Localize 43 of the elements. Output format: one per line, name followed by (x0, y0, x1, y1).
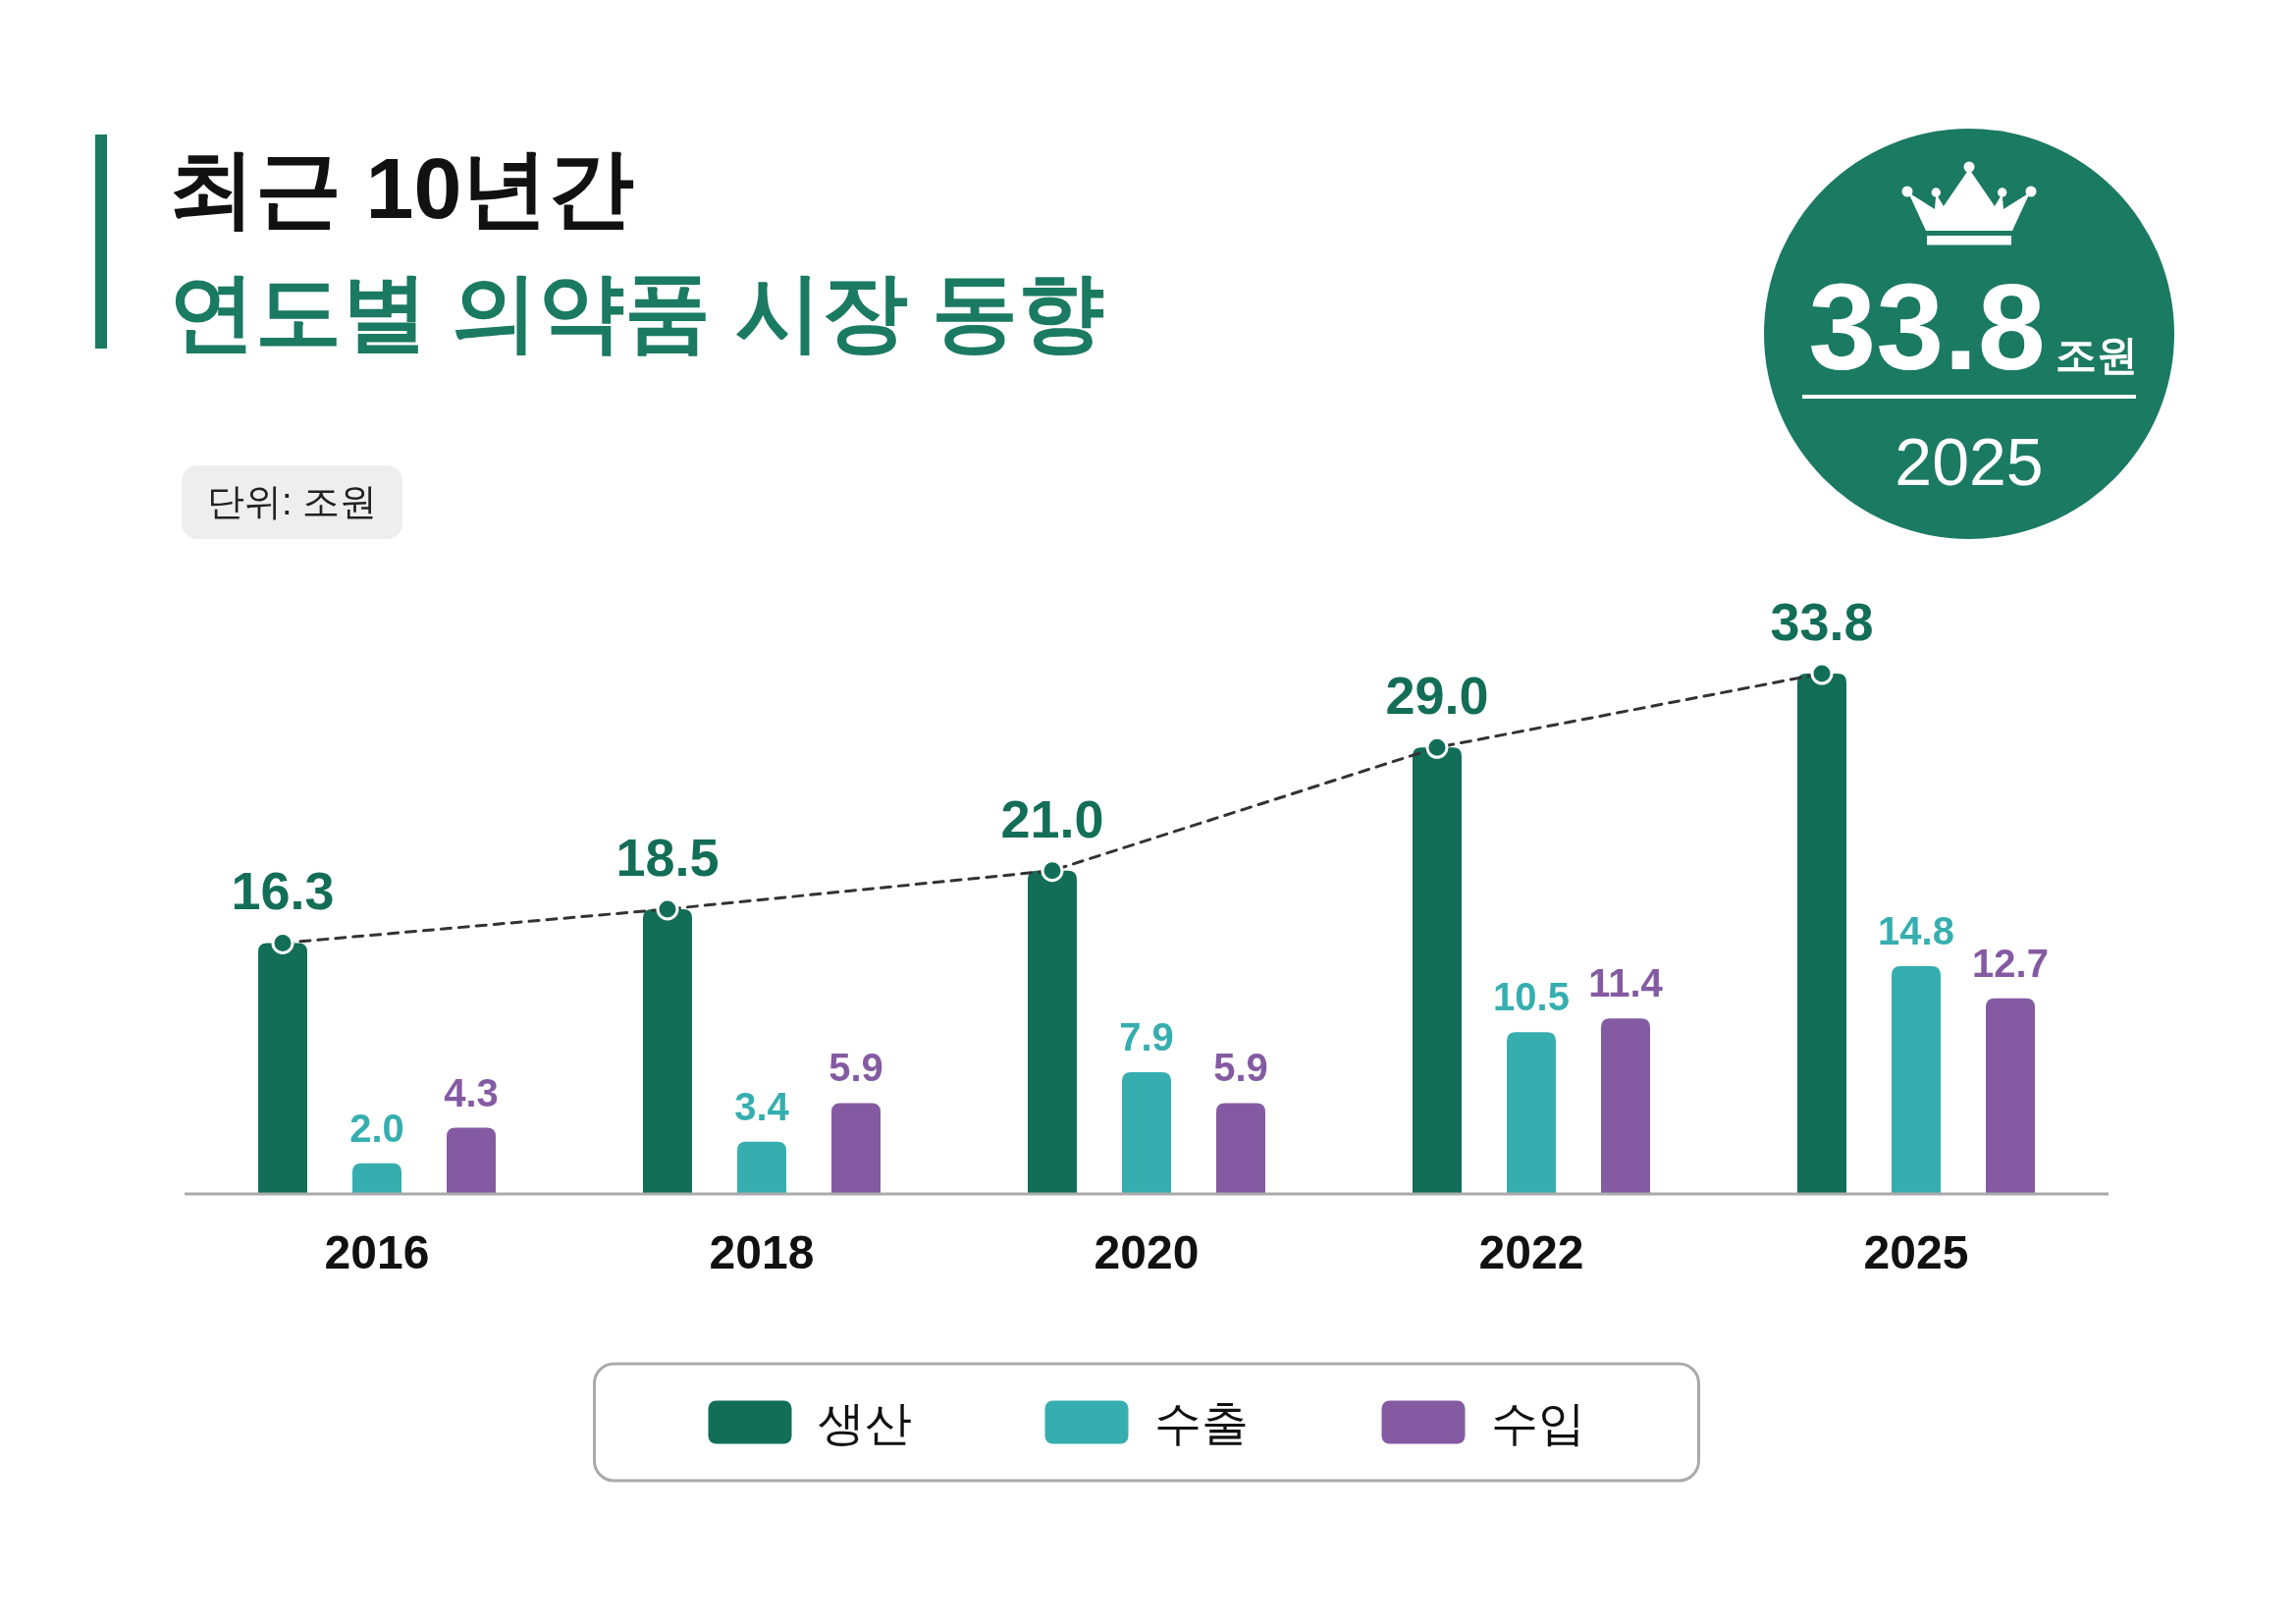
bar (1507, 1032, 1556, 1194)
bar (1892, 965, 1941, 1194)
text: 2025 (1895, 424, 2044, 499)
point (1810, 662, 1834, 685)
legend-label: 수입 (1490, 1396, 1585, 1449)
bar (1216, 1103, 1265, 1194)
text: 33.8 (1808, 259, 2046, 395)
data-label: 12.7 (1972, 941, 2049, 985)
data-label: 2.0 (349, 1106, 404, 1150)
chart-subtitle: 연도별 의약품 시장 동향 (169, 263, 1105, 360)
point (1041, 859, 1064, 883)
bar (1122, 1072, 1171, 1194)
data-label: 33.8 (1770, 592, 1874, 651)
x-tick-label: 2020 (1094, 1226, 1200, 1278)
data-label: 7.9 (1119, 1015, 1174, 1059)
data-label: 14.8 (1878, 908, 1954, 952)
data-label: 3.4 (734, 1084, 790, 1128)
bar (447, 1127, 496, 1194)
data-label: 5.9 (1213, 1046, 1268, 1090)
data-label: 16.3 (231, 861, 335, 921)
chart-title: 최근 10년간 (169, 139, 635, 237)
legend-label: 수출 (1153, 1396, 1249, 1449)
bar (352, 1163, 401, 1194)
bar (737, 1141, 786, 1194)
x-tick-label: 2018 (709, 1226, 815, 1278)
point (1425, 735, 1449, 759)
data-label: 11.4 (1588, 961, 1664, 1005)
x-tick-label: 2016 (324, 1226, 430, 1278)
data-label: 21.0 (1000, 788, 1104, 848)
point (656, 897, 679, 921)
legend-label: 생산 (817, 1396, 912, 1449)
x-tick-label: 2025 (1863, 1226, 1969, 1278)
x-tick-label: 2022 (1478, 1226, 1584, 1278)
data-label: 29.0 (1385, 666, 1489, 726)
bar (1986, 998, 2035, 1194)
data-label: 4.3 (444, 1070, 499, 1114)
text: 단위: 조원 (207, 481, 378, 522)
data-label: 5.9 (828, 1046, 883, 1090)
text: 조원 (2055, 332, 2138, 378)
data-label: 18.5 (615, 827, 720, 887)
bar (1601, 1018, 1650, 1194)
bar (831, 1103, 881, 1194)
data-label: 10.5 (1493, 975, 1570, 1019)
